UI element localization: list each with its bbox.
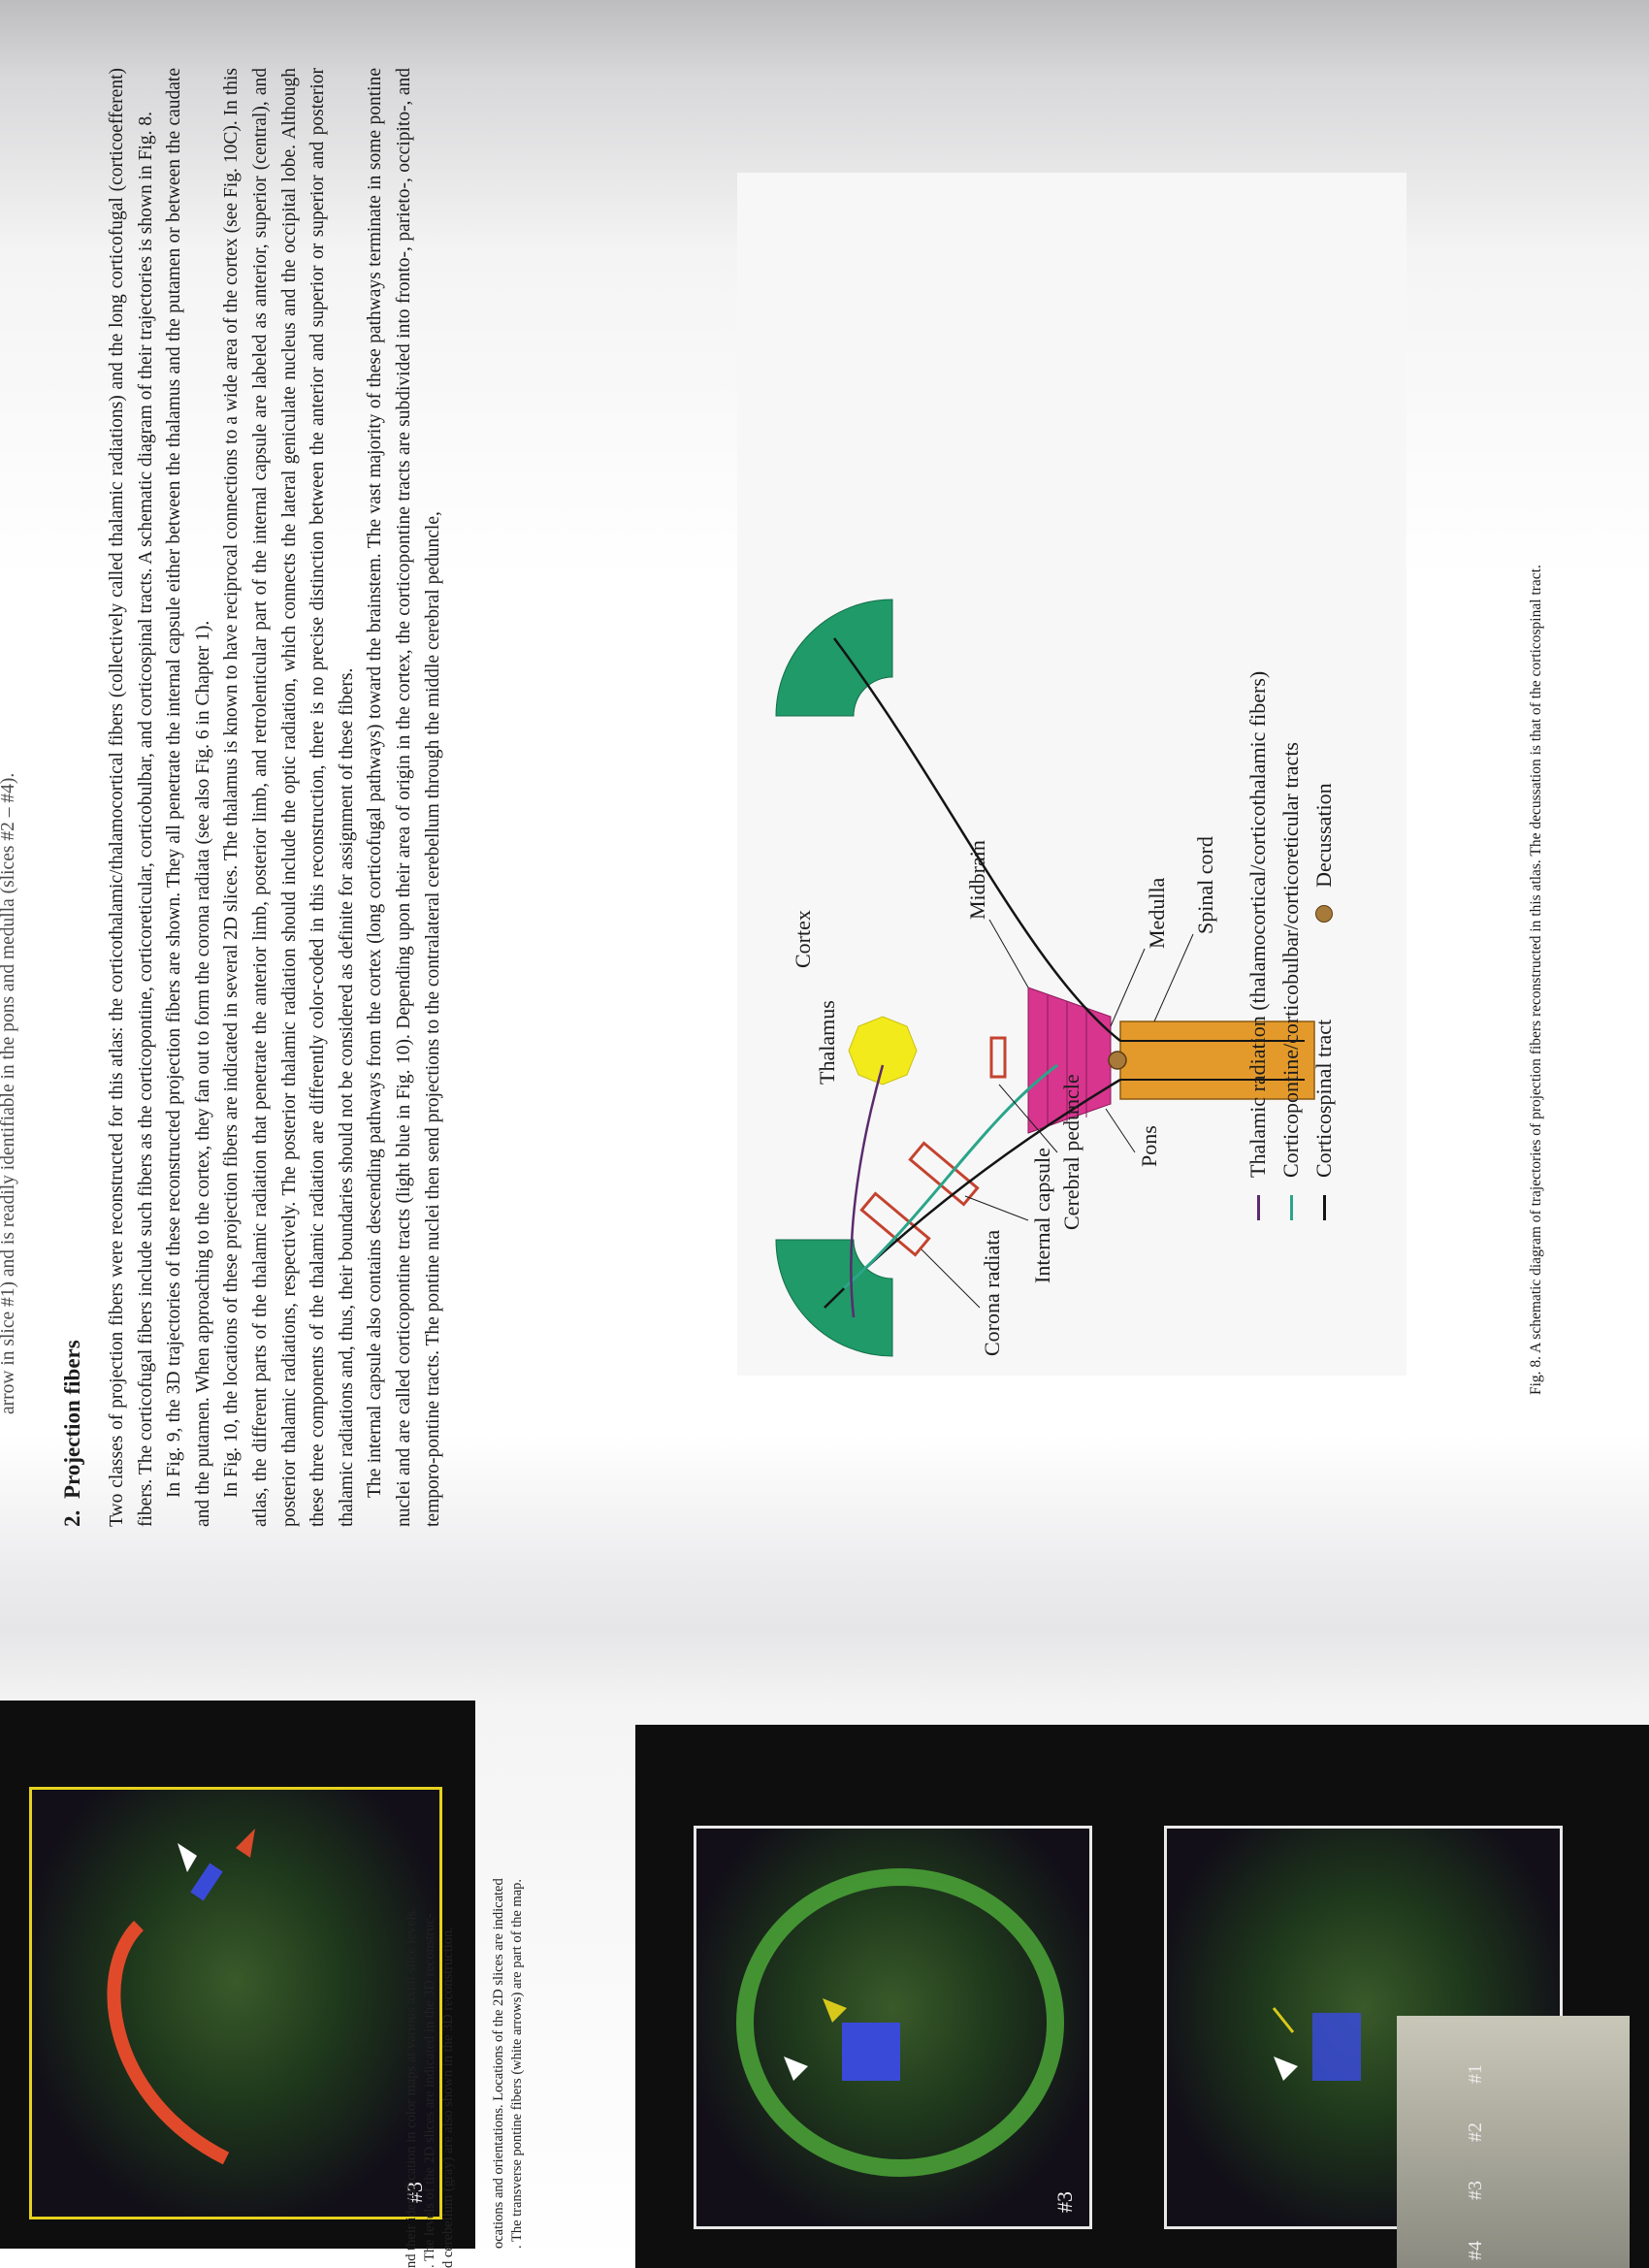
figure-caption: Fig. 8. A schematic diagram of trajector… <box>1528 134 1545 1395</box>
left-caption-lower-line-2: . The levels of the 2D slices are indica… <box>421 1725 439 2268</box>
white-arrow-icon-low <box>1274 2057 1298 2081</box>
level-label-4: #4 <box>1465 2241 1487 2260</box>
cortex-right-arc <box>776 599 892 716</box>
left-caption-upper-line-1: ocations and orientations. Locations of … <box>490 1667 508 2249</box>
legend-item-corticospinal: Corticospinal tract Decussation <box>1308 192 1341 1220</box>
legend: Thalamic radiation (thalamocortical/cort… <box>1242 192 1341 1220</box>
legend-label-corticospinal: Corticospinal tract <box>1311 1020 1337 1178</box>
label-midbrain: Midbrain <box>965 840 989 920</box>
slice-image-mid: #3 <box>694 1826 1092 2229</box>
level-label-2: #2 <box>1465 2122 1487 2142</box>
left-caption-lower-line-1: nd their identification in color maps at… <box>403 1725 421 2268</box>
white-arrow-icon <box>178 1843 197 1872</box>
label-spinal-cord: Spinal cord <box>1193 836 1217 934</box>
section-body: Two classes of projection fibers were re… <box>103 68 447 1527</box>
label-internal-capsule: Internal capsule <box>1030 1148 1054 1283</box>
label-cerebral-peduncle: Cerebral peduncle <box>1059 1074 1083 1230</box>
decussation-dot <box>1109 1052 1126 1069</box>
legend-swatch-thalamic <box>1257 1195 1260 1220</box>
top-fragment-text: arrow in slice #1) and is readily identi… <box>0 773 18 1414</box>
level-label-1: #1 <box>1465 2064 1487 2084</box>
legend-label-thalamic: Thalamic radiation (thalamocortical/cort… <box>1245 671 1271 1178</box>
slice-mid-graphic <box>696 1829 1089 2226</box>
left-caption-upper-line-2: . The transverse pontine fibers (white a… <box>508 1667 527 2249</box>
cerebral-peduncle-box <box>991 1038 1005 1077</box>
legend-swatch-decussation <box>1315 905 1333 923</box>
legend-swatch-corticospinal <box>1323 1195 1326 1220</box>
label-corona-radiata: Corona radiata <box>980 1230 1004 1356</box>
section-heading: 2. Projection fibers <box>60 1340 85 1527</box>
thalamus-octagon <box>849 1017 917 1085</box>
left-caption-lower-line-3: d cerebellum (gray) are also shown in th… <box>439 1725 458 2268</box>
label-cortex: Cortex <box>791 910 815 968</box>
paragraph-1: Two classes of projection fibers were re… <box>103 68 160 1527</box>
label-pons: Pons <box>1137 1125 1161 1167</box>
paragraph-3: In Fig. 10, the locations of these proje… <box>217 68 361 1527</box>
corticopontine-path <box>844 1065 1057 1288</box>
yellow-arrow-icon-low <box>1274 2008 1293 2032</box>
internal-capsule-box-1 <box>861 1193 928 1254</box>
legend-item-corticopontine: Corticopontine/corticobulbar/corticoreti… <box>1275 192 1308 1220</box>
legend-label-decussation: Decussation <box>1311 783 1337 888</box>
section-number: 2. <box>60 1510 84 1527</box>
legend-item-thalamic: Thalamic radiation (thalamocortical/cort… <box>1242 192 1275 1220</box>
left-caption-lower-block: nd their identification in color maps at… <box>403 1725 458 2268</box>
label-thalamus: Thalamus <box>815 1000 839 1085</box>
white-arrow-icon-mid <box>784 2057 808 2081</box>
paragraph-4: The internal capsule also contains desce… <box>361 68 447 1527</box>
left-caption-upper: ocations and orientations. Locations of … <box>490 1667 527 2249</box>
figure-caption-text: Fig. 8. A schematic diagram of trajector… <box>1528 565 1544 1395</box>
legend-label-corticopontine: Corticopontine/corticobulbar/corticoreti… <box>1278 742 1304 1178</box>
legend-swatch-corticopontine <box>1290 1195 1293 1220</box>
level-label-3: #3 <box>1465 2181 1487 2200</box>
red-arrow-icon <box>236 1829 255 1858</box>
top-fragment: arrow in slice #1) and is readily identi… <box>0 56 23 1414</box>
slice-image-top: #3 <box>29 1787 442 2219</box>
section-title: Projection fibers <box>60 1340 84 1499</box>
yellow-arrow-icon-mid <box>823 1998 847 2023</box>
label-medulla: Medulla <box>1145 877 1169 949</box>
slice-label-mid: #3 <box>1052 2191 1078 2213</box>
paragraph-2: In Fig. 9, the 3D trajectories of these … <box>160 68 217 1527</box>
level-labels-strip: #4 #3 #2 #1 <box>1397 2016 1630 2268</box>
figure-8-diagram: Cortex Thalamus Midbrain Medulla Spinal … <box>737 173 1406 1376</box>
slice-top-graphic <box>32 1790 439 2217</box>
